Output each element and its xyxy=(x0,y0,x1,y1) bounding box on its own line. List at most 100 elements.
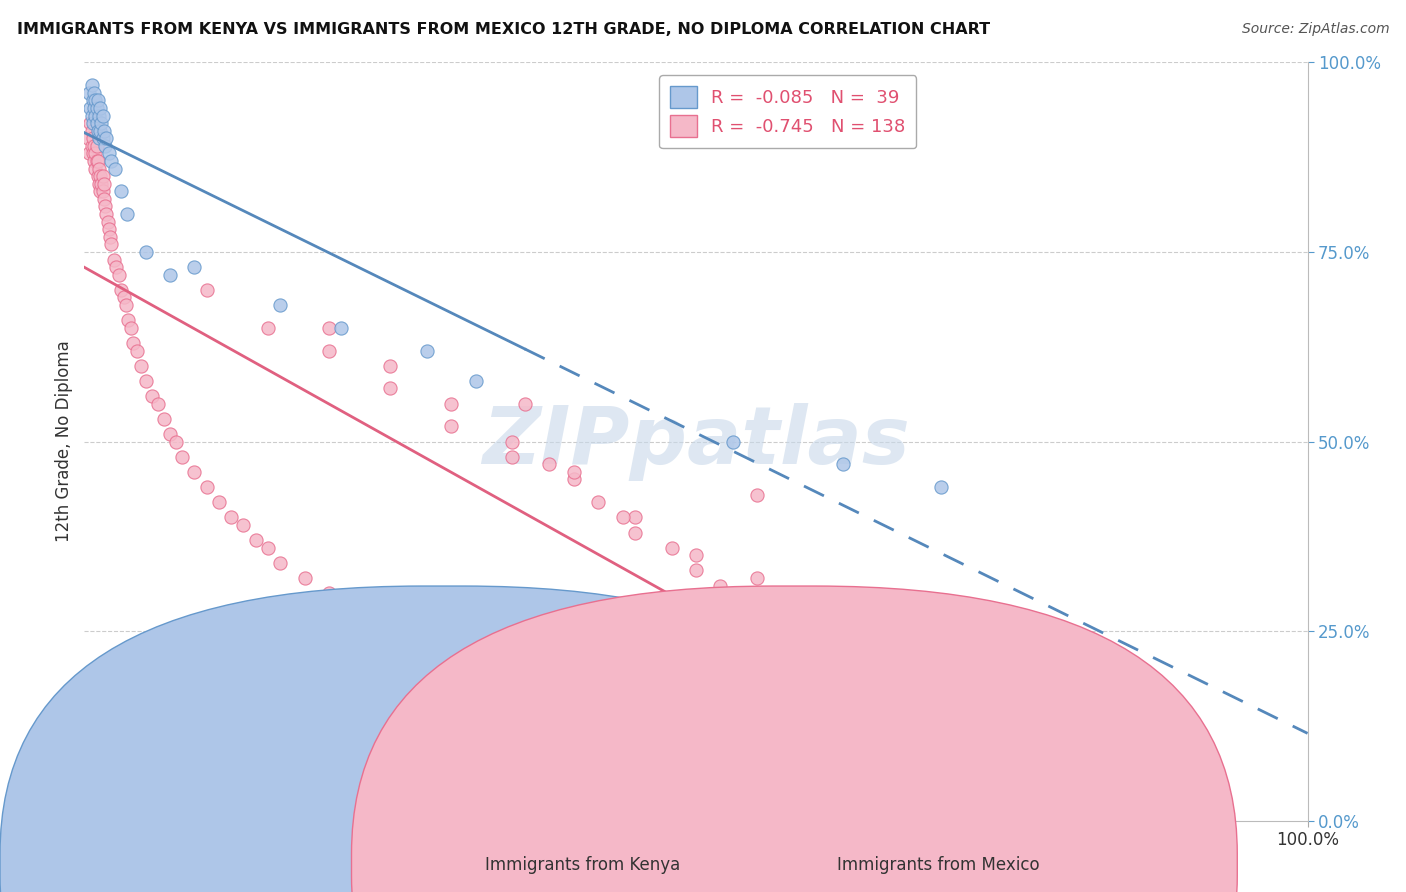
Point xyxy=(165,434,187,449)
Point xyxy=(172,450,194,464)
Point xyxy=(624,510,647,524)
Point xyxy=(89,184,111,198)
Point xyxy=(97,146,120,161)
Point xyxy=(257,320,280,334)
Point xyxy=(685,548,707,563)
Point xyxy=(91,108,114,122)
Point xyxy=(183,260,205,275)
Point xyxy=(100,237,122,252)
Point xyxy=(1052,677,1074,691)
Point xyxy=(869,601,891,615)
Point xyxy=(90,116,112,130)
Point xyxy=(538,458,561,472)
Point xyxy=(94,138,117,153)
Point xyxy=(416,343,439,358)
Point xyxy=(159,427,181,442)
Text: Immigrants from Kenya: Immigrants from Kenya xyxy=(485,856,681,874)
Point xyxy=(120,320,142,334)
Point xyxy=(86,153,108,168)
Legend: R =  -0.085   N =  39, R =  -0.745   N = 138: R = -0.085 N = 39, R = -0.745 N = 138 xyxy=(659,75,917,148)
Point xyxy=(721,434,744,449)
Point xyxy=(84,94,107,108)
Point xyxy=(513,396,536,410)
Point xyxy=(685,723,707,737)
Point xyxy=(79,101,101,115)
Point xyxy=(831,458,853,472)
Point xyxy=(84,161,107,176)
Point xyxy=(513,669,536,683)
Point xyxy=(89,101,111,115)
Point xyxy=(342,601,364,615)
Point xyxy=(87,161,110,176)
Point xyxy=(318,320,340,334)
Point xyxy=(416,632,439,646)
Point xyxy=(269,556,291,570)
Point xyxy=(84,108,107,122)
Point xyxy=(367,608,389,623)
Y-axis label: 12th Grade, No Diploma: 12th Grade, No Diploma xyxy=(55,341,73,542)
Point xyxy=(83,86,105,100)
Point xyxy=(82,131,104,145)
Point xyxy=(93,192,115,206)
Point xyxy=(807,601,830,615)
Point xyxy=(77,146,100,161)
Point xyxy=(94,199,117,213)
Point xyxy=(709,730,731,744)
Point xyxy=(747,571,769,585)
Point xyxy=(953,791,976,805)
Point xyxy=(869,632,891,646)
Point xyxy=(747,594,769,608)
Point xyxy=(330,320,353,334)
Point xyxy=(502,434,524,449)
Point xyxy=(747,487,769,501)
Point xyxy=(80,123,103,137)
Point xyxy=(103,252,125,267)
Point xyxy=(83,101,105,115)
Point xyxy=(195,283,218,297)
Point xyxy=(1052,738,1074,752)
Point xyxy=(96,131,118,145)
Point xyxy=(93,177,115,191)
Point xyxy=(87,94,110,108)
Point xyxy=(86,116,108,130)
Point xyxy=(269,298,291,312)
Point xyxy=(125,343,148,358)
Point xyxy=(77,131,100,145)
Point xyxy=(929,624,952,639)
Point xyxy=(135,374,157,388)
Point xyxy=(82,146,104,161)
Point xyxy=(219,510,242,524)
Point xyxy=(685,564,707,578)
Point xyxy=(112,291,135,305)
Point xyxy=(538,677,561,691)
Point xyxy=(929,662,952,676)
Point xyxy=(89,123,111,137)
Point xyxy=(87,169,110,184)
Point xyxy=(464,374,486,388)
Point xyxy=(146,396,169,410)
Text: IMMIGRANTS FROM KENYA VS IMMIGRANTS FROM MEXICO 12TH GRADE, NO DIPLOMA CORRELATI: IMMIGRANTS FROM KENYA VS IMMIGRANTS FROM… xyxy=(17,22,990,37)
Point xyxy=(87,123,110,137)
Point xyxy=(110,283,132,297)
Point xyxy=(807,753,830,767)
Point xyxy=(991,647,1014,661)
Point xyxy=(87,131,110,145)
Point xyxy=(562,473,585,487)
Point xyxy=(562,685,585,699)
Point xyxy=(1174,812,1197,826)
Point xyxy=(318,343,340,358)
Point xyxy=(104,161,127,176)
Point xyxy=(80,138,103,153)
Point xyxy=(257,541,280,555)
Point xyxy=(86,138,108,153)
Point xyxy=(122,335,145,350)
Point xyxy=(1076,807,1098,822)
Point xyxy=(905,753,928,767)
Point xyxy=(232,517,254,532)
Point xyxy=(77,86,100,100)
Point xyxy=(636,707,658,722)
Point xyxy=(661,715,683,730)
Point xyxy=(159,268,181,282)
Point xyxy=(135,244,157,259)
Point xyxy=(709,579,731,593)
